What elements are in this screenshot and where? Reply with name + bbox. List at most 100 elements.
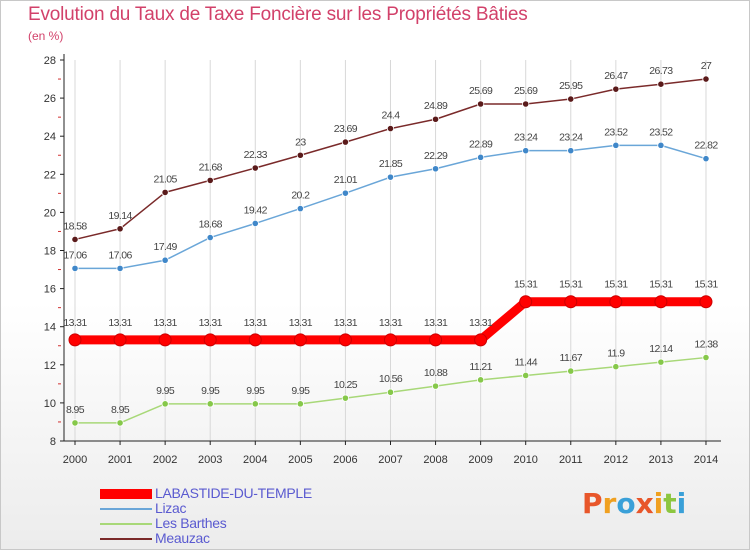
data-label: 22.89 xyxy=(469,138,493,150)
data-point xyxy=(386,388,395,396)
data-point xyxy=(609,295,623,309)
data-point xyxy=(161,400,169,408)
data-label: 19.42 xyxy=(244,204,268,216)
data-point xyxy=(567,367,575,375)
data-point xyxy=(702,75,710,83)
data-label: 20.2 xyxy=(291,190,310,202)
data-label: 22.33 xyxy=(244,149,268,161)
data-point xyxy=(71,419,79,427)
data-point xyxy=(296,204,304,213)
data-label: 13.31 xyxy=(108,317,132,329)
x-tick-label: 2007 xyxy=(378,454,402,466)
data-point xyxy=(657,358,665,366)
data-label: 25.69 xyxy=(469,85,493,97)
data-point xyxy=(203,333,217,347)
data-point xyxy=(567,95,575,103)
x-tick-label: 2005 xyxy=(288,454,312,466)
data-point xyxy=(431,382,440,390)
data-point xyxy=(383,333,397,347)
data-label: 8.95 xyxy=(66,404,85,416)
data-label: 10.56 xyxy=(379,373,403,385)
x-tick-label: 2013 xyxy=(649,454,673,466)
data-point xyxy=(341,138,350,146)
legend-label: Meauzac xyxy=(155,530,210,546)
data-point xyxy=(206,176,214,184)
data-label: 23.24 xyxy=(559,132,583,144)
data-label: 26.73 xyxy=(649,65,673,77)
y-tick-label: 10 xyxy=(44,398,56,410)
data-point xyxy=(158,333,172,347)
data-point xyxy=(206,400,214,408)
data-point xyxy=(161,188,169,196)
data-label: 23.24 xyxy=(514,132,538,144)
data-label: 13.31 xyxy=(469,317,493,329)
data-point xyxy=(431,115,440,123)
data-label: 13.31 xyxy=(379,317,403,329)
data-point xyxy=(699,295,713,309)
data-label: 9.95 xyxy=(201,385,220,397)
data-point xyxy=(429,333,443,347)
legend-label: Les Barthes xyxy=(155,515,227,531)
data-point xyxy=(702,155,710,163)
data-label: 11.21 xyxy=(469,361,492,373)
data-label: 17.06 xyxy=(108,249,132,261)
data-label: 11.67 xyxy=(560,352,583,364)
data-point xyxy=(522,100,530,108)
data-label: 13.31 xyxy=(244,317,268,329)
data-label: 11.9 xyxy=(607,348,625,360)
data-label: 11.44 xyxy=(514,356,537,368)
data-label: 13.31 xyxy=(289,317,313,329)
data-point xyxy=(251,400,259,408)
legend-label: Lizac xyxy=(155,500,187,516)
data-label: 22.82 xyxy=(694,140,718,152)
y-tick-label: 18 xyxy=(44,246,56,258)
data-label: 9.95 xyxy=(246,385,265,397)
logo-letter: i xyxy=(676,487,687,520)
data-point xyxy=(702,353,710,362)
y-tick-label: 24 xyxy=(44,131,56,143)
data-label: 15.31 xyxy=(559,279,583,291)
proxiti-logo: Proxiti xyxy=(582,487,686,520)
data-label: 13.31 xyxy=(153,317,177,329)
chart-unit-label: (en %) xyxy=(28,29,64,43)
legend-swatch xyxy=(100,489,152,499)
data-label: 8.95 xyxy=(111,404,130,416)
data-point xyxy=(251,219,259,228)
data-point xyxy=(296,151,304,159)
data-point xyxy=(477,100,485,108)
data-label: 13.31 xyxy=(199,317,223,329)
data-label: 12.14 xyxy=(649,343,673,355)
data-point xyxy=(116,419,124,427)
data-label: 21.85 xyxy=(379,158,403,170)
data-point xyxy=(116,264,124,273)
logo-letter: x xyxy=(635,487,654,520)
y-tick-label: 8 xyxy=(50,436,56,448)
data-label: 23.69 xyxy=(334,123,358,135)
x-tick-label: 2008 xyxy=(423,454,447,466)
data-point xyxy=(71,264,79,273)
data-label: 23 xyxy=(295,136,306,148)
x-tick-label: 2010 xyxy=(513,454,537,466)
data-point xyxy=(161,256,169,264)
logo-letter: P xyxy=(582,487,603,520)
data-point xyxy=(338,333,352,347)
y-tick-label: 22 xyxy=(44,169,56,181)
data-point xyxy=(386,124,395,133)
data-point xyxy=(248,333,262,347)
data-label: 17.49 xyxy=(153,241,177,253)
data-label: 25.69 xyxy=(514,85,538,97)
data-label: 12.38 xyxy=(694,339,718,351)
y-tick-label: 26 xyxy=(44,93,56,105)
data-label: 24.89 xyxy=(424,100,448,112)
data-point xyxy=(116,225,124,233)
data-label: 10.88 xyxy=(424,367,448,379)
data-point xyxy=(657,141,665,149)
data-point xyxy=(477,153,485,161)
data-point xyxy=(251,164,259,172)
data-point xyxy=(522,371,530,380)
x-tick-label: 2009 xyxy=(468,454,492,466)
logo-letter: i xyxy=(653,487,664,520)
legend-swatch xyxy=(100,523,152,525)
series-lines xyxy=(68,75,713,427)
